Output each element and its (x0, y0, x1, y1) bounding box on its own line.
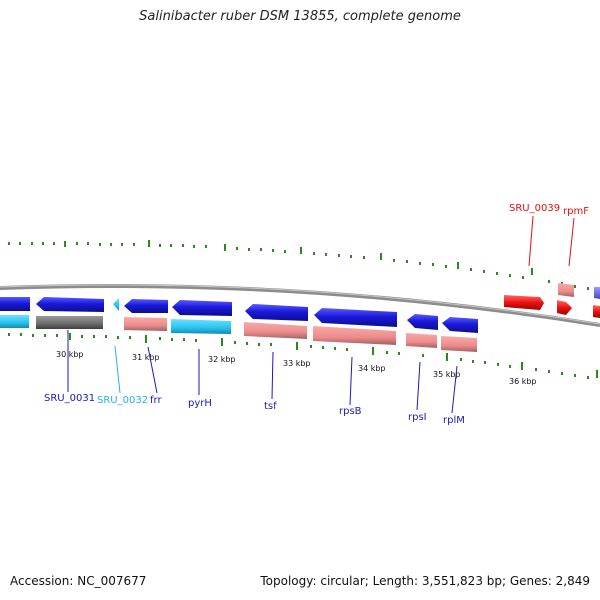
gene-rpsB-reverse[interactable] (313, 326, 396, 345)
genome-backbone (0, 283, 600, 327)
inner-tick-row (8, 333, 598, 379)
gene-purple-partial[interactable] (594, 287, 600, 299)
gene-pyrH-forward[interactable] (172, 300, 232, 316)
callout-lines (67, 215, 575, 414)
gene-label-sru0039[interactable]: SRU_0039 (509, 203, 560, 214)
gene-rpmF-forward[interactable] (558, 283, 574, 297)
gene-label-sru0032[interactable]: SRU_0032 (97, 395, 148, 406)
gene-sru0031-cyan[interactable] (0, 315, 29, 328)
gene-sru0031-gray[interactable] (36, 316, 103, 329)
reverse-strand-genes (0, 315, 477, 352)
scale-label-34kbp: 34 kbp (358, 364, 386, 373)
scale-label-30kbp: 30 kbp (56, 350, 84, 359)
gene-rpsB-forward[interactable] (314, 308, 397, 327)
gene-label-pyrH[interactable]: pyrH (188, 398, 212, 409)
gene-tsf-reverse[interactable] (244, 322, 307, 339)
scale-label-32kbp: 32 kbp (208, 355, 236, 364)
gene-label-sru0031[interactable]: SRU_0031 (44, 393, 95, 404)
gene-label-rpmF[interactable]: rpmF (563, 206, 589, 217)
gene-label-frr[interactable]: frr (150, 395, 162, 406)
outer-tick-row (8, 240, 589, 290)
gene-rplM-forward[interactable] (442, 317, 478, 333)
map-title: Salinibacter ruber DSM 13855, complete g… (139, 9, 461, 24)
genome-backbone-highlight (0, 284, 600, 325)
gene-pyrH-cyan[interactable] (171, 319, 231, 334)
gene-sru0031-forward-2[interactable] (36, 297, 104, 312)
gene-label-rpsI[interactable]: rpsI (408, 412, 427, 423)
gene-rplM-reverse[interactable] (441, 336, 477, 352)
scale-label-36kbp: 36 kbp (509, 377, 537, 386)
gene-rpsI-reverse[interactable] (406, 333, 437, 348)
scale-label-35kbp: 35 kbp (433, 370, 461, 379)
gene-rpsI-forward[interactable] (407, 314, 438, 330)
gene-label-rplM[interactable]: rplM (443, 415, 465, 426)
gene-sru0031-forward[interactable] (0, 297, 30, 311)
gene-label-tsf[interactable]: tsf (264, 401, 277, 412)
gene-tsf-forward[interactable] (245, 304, 308, 321)
gene-red-partial[interactable] (593, 305, 600, 318)
genome-stats-label: Topology: circular; Length: 3,551,823 bp… (260, 574, 590, 588)
gene-frr-forward[interactable] (124, 299, 168, 313)
forward-strand-genes (0, 283, 600, 333)
scale-label-31kbp: 31 kbp (132, 353, 160, 362)
gene-frr-reverse[interactable] (124, 317, 167, 331)
gene-red-small[interactable] (557, 300, 572, 315)
gene-sru0039-forward[interactable] (504, 295, 544, 310)
scale-label-33kbp: 33 kbp (283, 359, 311, 368)
gene-label-rpsB[interactable]: rpsB (339, 406, 362, 417)
accession-label: Accession: NC_007677 (10, 574, 147, 588)
gene-sru0032-marker[interactable] (113, 298, 119, 311)
